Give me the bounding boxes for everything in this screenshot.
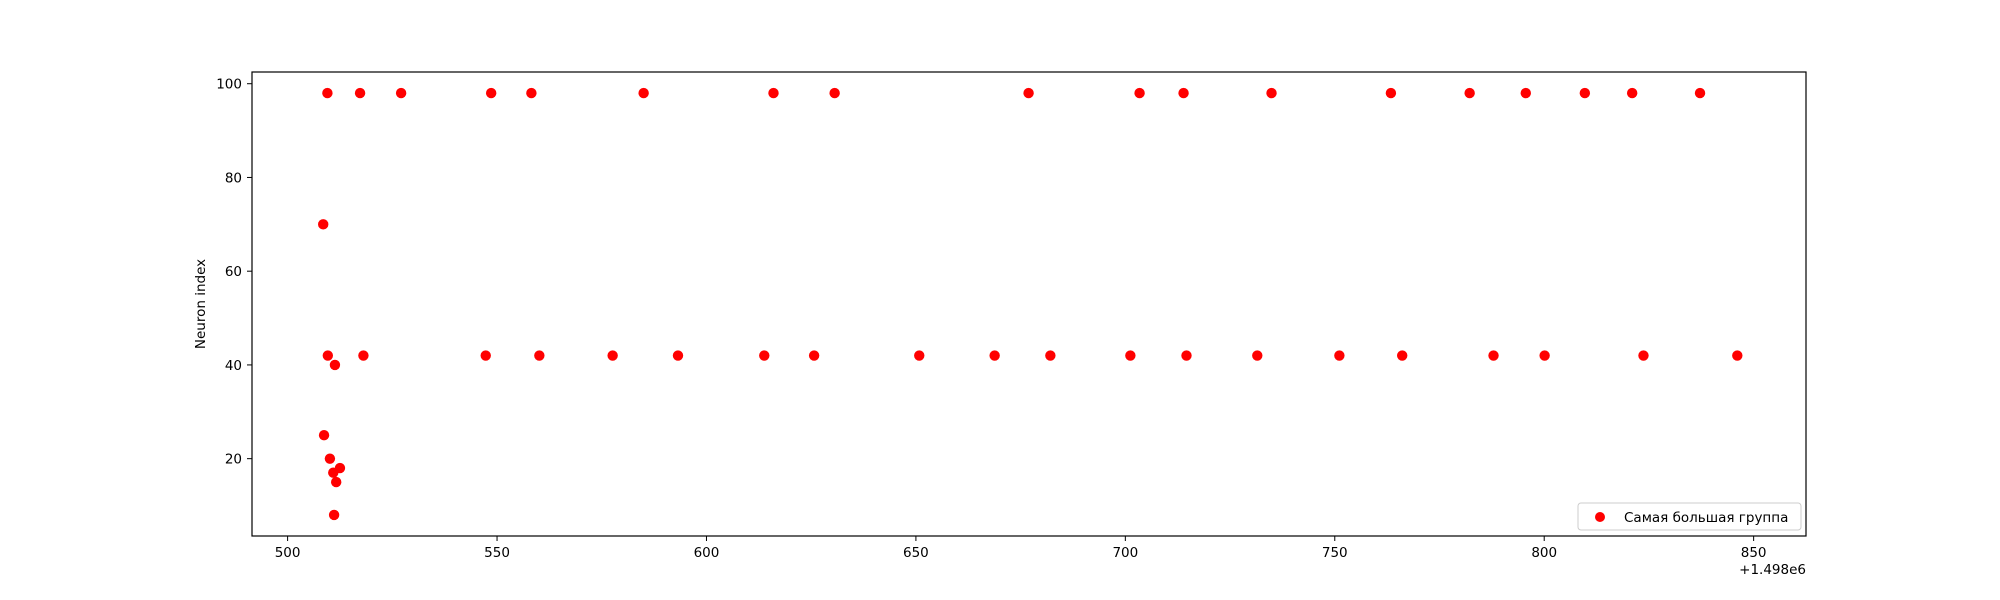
data-point bbox=[526, 87, 537, 99]
data-point bbox=[334, 462, 346, 474]
data-point bbox=[1464, 87, 1475, 99]
data-point bbox=[607, 350, 618, 361]
data-point bbox=[1023, 87, 1034, 99]
data-point bbox=[1520, 87, 1531, 99]
x-tick-label: 850 bbox=[1741, 545, 1767, 561]
legend-marker bbox=[1595, 512, 1605, 522]
data-point bbox=[914, 350, 925, 361]
data-point bbox=[829, 87, 840, 99]
data-point bbox=[1252, 350, 1263, 361]
data-point bbox=[1638, 350, 1649, 361]
data-point bbox=[318, 219, 329, 230]
data-point bbox=[480, 350, 491, 361]
data-point bbox=[759, 350, 770, 361]
y-axis-label: Neuron index bbox=[193, 259, 209, 349]
x-tick-label: 600 bbox=[694, 545, 720, 561]
data-point bbox=[328, 509, 340, 521]
x-tick-label: 650 bbox=[903, 545, 929, 561]
data-point bbox=[808, 350, 820, 361]
y-tick-label: 40 bbox=[225, 358, 242, 374]
data-points bbox=[318, 87, 1743, 521]
plot-area bbox=[251, 71, 1807, 537]
data-point bbox=[1045, 350, 1056, 361]
x-tick-label: 500 bbox=[275, 545, 301, 561]
data-point bbox=[1181, 350, 1192, 361]
data-point bbox=[989, 350, 1000, 361]
data-point bbox=[534, 350, 545, 361]
x-tick-label: 800 bbox=[1531, 545, 1557, 561]
y-axis: 20 40 60 80 100 bbox=[216, 77, 252, 468]
legend-label: Самая большая группа bbox=[1624, 510, 1788, 526]
data-point bbox=[768, 87, 779, 99]
data-point bbox=[395, 87, 407, 99]
data-point bbox=[1626, 87, 1638, 99]
data-point bbox=[322, 87, 333, 99]
data-point bbox=[1488, 350, 1499, 361]
data-point bbox=[1266, 87, 1277, 99]
data-point bbox=[324, 453, 336, 464]
data-point bbox=[672, 350, 684, 361]
data-point bbox=[1125, 350, 1136, 361]
data-point bbox=[1539, 350, 1550, 361]
y-tick-label: 60 bbox=[225, 264, 242, 280]
data-point bbox=[1732, 350, 1743, 361]
x-tick-label: 700 bbox=[1112, 545, 1138, 561]
y-tick-label: 100 bbox=[216, 77, 242, 93]
data-point bbox=[330, 476, 342, 488]
data-point bbox=[354, 87, 366, 99]
data-point bbox=[329, 359, 341, 371]
data-point bbox=[485, 87, 497, 99]
data-point bbox=[1178, 87, 1189, 99]
x-tick-label: 750 bbox=[1322, 545, 1348, 561]
y-tick-label: 20 bbox=[225, 452, 242, 468]
x-tick-label: 550 bbox=[484, 545, 510, 561]
y-tick-label: 80 bbox=[225, 170, 242, 186]
legend: Самая большая группа bbox=[1577, 502, 1802, 531]
data-point bbox=[1694, 87, 1706, 99]
legend-box bbox=[1577, 502, 1802, 531]
data-point bbox=[1134, 87, 1145, 99]
x-axis: 500 550 600 650 700 750 800 850 bbox=[275, 536, 1767, 561]
data-point bbox=[638, 87, 649, 99]
data-point bbox=[1397, 350, 1408, 361]
x-offset-label: +1.498e6 bbox=[1739, 562, 1806, 578]
data-point bbox=[1579, 87, 1591, 99]
data-point bbox=[318, 430, 330, 441]
data-point bbox=[322, 350, 334, 361]
data-point bbox=[1334, 350, 1345, 361]
data-point bbox=[358, 350, 369, 361]
data-point bbox=[1385, 87, 1397, 99]
